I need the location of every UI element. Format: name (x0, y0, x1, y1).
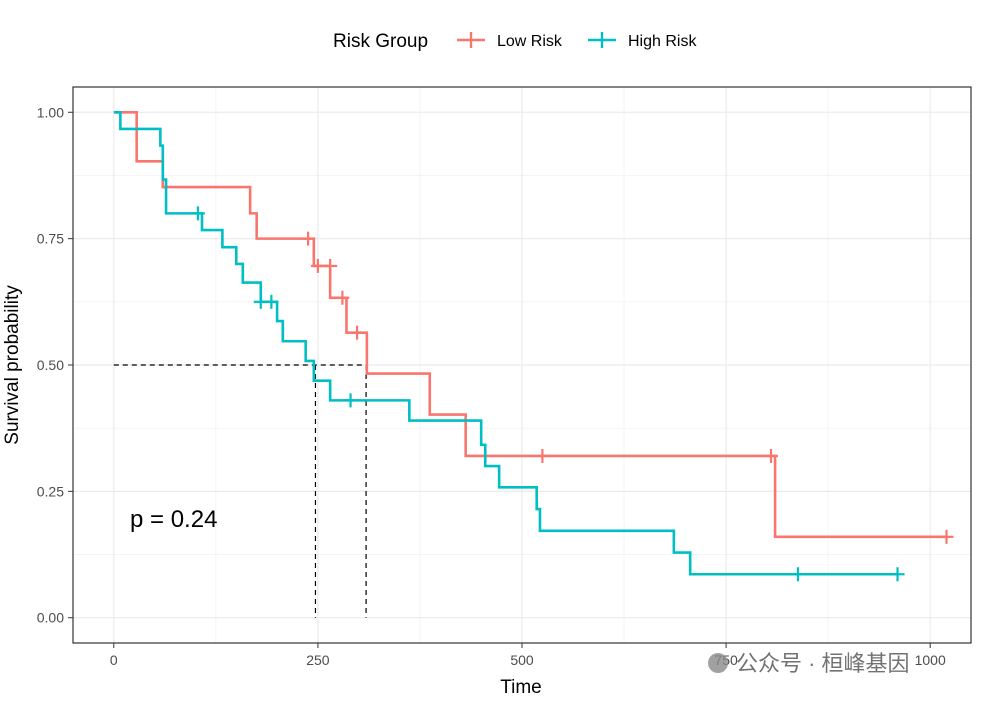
p-value-annotation: p = 0.24 (130, 506, 217, 533)
median-survival-lines (113, 364, 367, 618)
x-tick-label: 250 (306, 652, 330, 668)
legend-label-low-risk: Low Risk (497, 33, 563, 50)
watermark: 公众号 · 桓峰基因 (708, 651, 910, 676)
legend-label-high-risk: High Risk (628, 33, 697, 50)
y-axis-title: Survival probability (2, 285, 23, 445)
survival-curves (113, 110, 954, 582)
y-axis-ticks: 0.00 0.25 0.50 0.75 1.00 (37, 104, 73, 626)
x-axis-title: Time (500, 677, 542, 698)
survival-curve-high-risk (113, 110, 898, 576)
y-tick-label: 0.00 (37, 610, 64, 626)
legend: Risk Group Low Risk High Risk (333, 31, 697, 52)
x-tick-label: 500 (510, 652, 534, 668)
watermark-text: 公众号 · 桓峰基因 (736, 651, 910, 676)
legend-item-high-risk: High Risk (588, 32, 697, 50)
survival-curve-low-risk (113, 110, 947, 539)
wechat-icon (708, 653, 728, 673)
legend-item-low-risk: Low Risk (457, 32, 563, 50)
y-tick-label: 0.75 (37, 231, 64, 247)
grid-lines (73, 87, 971, 643)
x-tick-label: 1000 (915, 652, 946, 668)
y-tick-label: 1.00 (37, 104, 64, 120)
y-tick-label: 0.50 (37, 357, 64, 373)
legend-title: Risk Group (333, 31, 428, 52)
x-tick-label: 0 (110, 652, 118, 668)
y-tick-label: 0.25 (37, 483, 64, 499)
